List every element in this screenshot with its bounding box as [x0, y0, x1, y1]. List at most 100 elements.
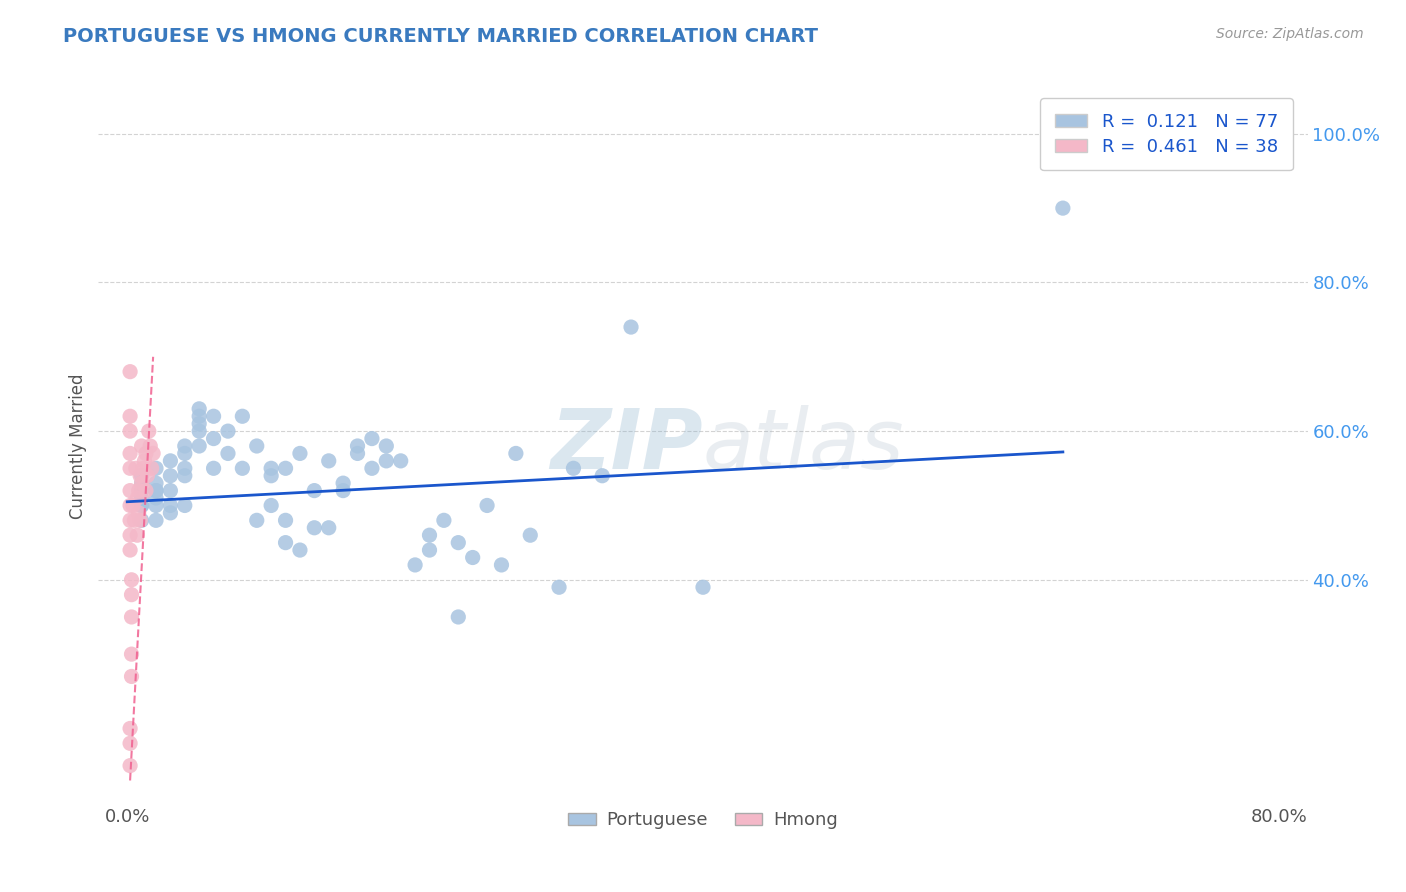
- Point: [447, 610, 470, 624]
- Point: [202, 409, 225, 424]
- Point: [173, 446, 195, 460]
- Point: [548, 580, 571, 594]
- Point: [288, 446, 311, 460]
- Point: [121, 573, 143, 587]
- Point: [131, 499, 153, 513]
- Point: [121, 588, 143, 602]
- Point: [124, 513, 146, 527]
- Text: Source: ZipAtlas.com: Source: ZipAtlas.com: [1216, 27, 1364, 41]
- Point: [135, 446, 157, 460]
- Point: [404, 558, 426, 572]
- Point: [136, 468, 159, 483]
- Point: [131, 483, 153, 498]
- Point: [375, 439, 398, 453]
- Point: [145, 483, 167, 498]
- Point: [217, 424, 239, 438]
- Point: [447, 535, 470, 549]
- Point: [120, 483, 142, 498]
- Point: [332, 483, 354, 498]
- Point: [159, 468, 181, 483]
- Text: atlas: atlas: [703, 406, 904, 486]
- Point: [131, 439, 153, 453]
- Point: [692, 580, 714, 594]
- Point: [131, 476, 153, 491]
- Point: [375, 454, 398, 468]
- Point: [120, 722, 142, 736]
- Point: [202, 432, 225, 446]
- Point: [418, 528, 440, 542]
- Point: [188, 409, 211, 424]
- Point: [173, 439, 195, 453]
- Point: [131, 491, 153, 505]
- Point: [121, 610, 143, 624]
- Point: [122, 499, 145, 513]
- Point: [120, 758, 142, 772]
- Legend: Portuguese, Hmong: Portuguese, Hmong: [561, 805, 845, 837]
- Point: [231, 461, 253, 475]
- Point: [139, 439, 162, 453]
- Point: [125, 461, 148, 475]
- Point: [231, 409, 253, 424]
- Point: [120, 365, 142, 379]
- Point: [318, 454, 340, 468]
- Point: [141, 461, 163, 475]
- Point: [202, 461, 225, 475]
- Point: [620, 320, 643, 334]
- Point: [120, 528, 142, 542]
- Point: [332, 476, 354, 491]
- Point: [131, 483, 153, 498]
- Point: [120, 736, 142, 750]
- Point: [131, 476, 153, 491]
- Point: [461, 550, 484, 565]
- Point: [246, 513, 269, 527]
- Point: [145, 461, 167, 475]
- Point: [433, 513, 456, 527]
- Point: [129, 513, 152, 527]
- Point: [145, 483, 167, 498]
- Point: [318, 521, 340, 535]
- Point: [127, 491, 149, 505]
- Point: [131, 468, 153, 483]
- Point: [346, 439, 368, 453]
- Point: [131, 499, 153, 513]
- Point: [505, 446, 527, 460]
- Point: [132, 461, 155, 475]
- Point: [138, 424, 160, 438]
- Point: [127, 528, 149, 542]
- Point: [142, 446, 165, 460]
- Point: [159, 506, 181, 520]
- Point: [173, 461, 195, 475]
- Point: [591, 468, 613, 483]
- Point: [120, 543, 142, 558]
- Point: [120, 446, 142, 460]
- Point: [188, 439, 211, 453]
- Point: [260, 468, 283, 483]
- Point: [188, 417, 211, 431]
- Point: [260, 499, 283, 513]
- Point: [129, 468, 152, 483]
- Point: [145, 499, 167, 513]
- Point: [145, 513, 167, 527]
- Point: [120, 409, 142, 424]
- Point: [217, 446, 239, 460]
- Point: [159, 454, 181, 468]
- Point: [274, 461, 297, 475]
- Point: [491, 558, 513, 572]
- Point: [288, 543, 311, 558]
- Point: [121, 669, 143, 683]
- Point: [188, 401, 211, 416]
- Point: [128, 483, 150, 498]
- Point: [346, 446, 368, 460]
- Point: [1052, 201, 1074, 215]
- Point: [274, 513, 297, 527]
- Point: [361, 461, 384, 475]
- Point: [120, 424, 142, 438]
- Point: [188, 424, 211, 438]
- Point: [145, 491, 167, 505]
- Point: [173, 468, 195, 483]
- Point: [389, 454, 412, 468]
- Text: PORTUGUESE VS HMONG CURRENTLY MARRIED CORRELATION CHART: PORTUGUESE VS HMONG CURRENTLY MARRIED CO…: [63, 27, 818, 45]
- Point: [304, 521, 326, 535]
- Point: [304, 483, 326, 498]
- Point: [418, 543, 440, 558]
